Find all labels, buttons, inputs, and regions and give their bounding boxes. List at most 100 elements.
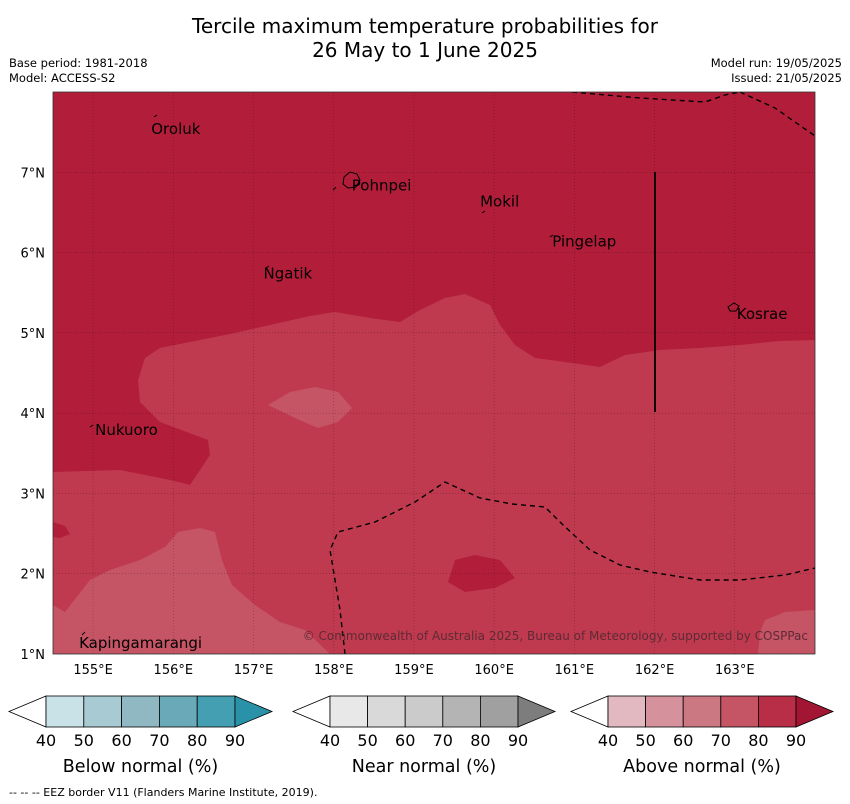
plot-frame bbox=[52, 91, 816, 655]
colorbar-segment bbox=[329, 695, 368, 728]
colorbar-segment bbox=[758, 695, 797, 728]
place-labels: Oroluk Pohnpei Mokil Pingelap Ngatik Kosrae Nu… bbox=[79, 120, 787, 652]
longitude-tick-label: 157°E bbox=[234, 663, 274, 678]
latitude-tick-label: 3°N bbox=[21, 487, 46, 502]
colorbar-segment bbox=[607, 695, 646, 728]
place-label-nukuoro: Nukuoro bbox=[95, 421, 158, 439]
legend-colorbars: 40 50 60 70 80 90 Below normal (%) 40 50 60 70 80 90… bbox=[7, 695, 835, 777]
place-label-pingelap: Pingelap bbox=[552, 233, 616, 251]
kosrae-island-outline bbox=[727, 302, 740, 312]
colorbar-segment bbox=[404, 695, 444, 728]
colorbar-tick-label: 90 bbox=[786, 731, 806, 750]
colorbar-title: Near normal (%) bbox=[352, 757, 497, 777]
colorbar-segment bbox=[479, 695, 519, 728]
colorbar-tick-label: 50 bbox=[74, 731, 94, 750]
colorbar-segment bbox=[121, 695, 160, 728]
above-normal-70-80-region bbox=[53, 294, 815, 654]
eez-borders bbox=[329, 92, 815, 654]
longitude-tick-label: 160°E bbox=[474, 663, 514, 678]
place-label-kosrae: Kosrae bbox=[737, 305, 788, 323]
colorbar-segment bbox=[83, 695, 123, 728]
latitude-tick-label: 5°N bbox=[21, 327, 46, 342]
colorbar-tick-label: 90 bbox=[508, 731, 528, 750]
map-title-line2: 26 May to 1 June 2025 bbox=[312, 38, 538, 62]
above-normal-80-90-patch-south bbox=[448, 555, 515, 592]
colorbar-upper-extend bbox=[234, 695, 274, 728]
colorbar-tick-label: 60 bbox=[111, 731, 131, 750]
colorbar-segment bbox=[45, 695, 85, 728]
longitude-tick-label: 155°E bbox=[73, 663, 113, 678]
place-label-oroluk: Oroluk bbox=[151, 120, 200, 138]
latitude-tick-labels: 1°N 2°N 3°N 4°N 5°N 6°N 7°N bbox=[21, 166, 46, 663]
eez-border-south bbox=[329, 481, 815, 654]
pohnpei-islet-mark bbox=[332, 186, 337, 191]
colorbar-tick-label: 60 bbox=[673, 731, 693, 750]
kapingamarangi-islet-mark bbox=[81, 631, 86, 636]
latitude-tick-label: 6°N bbox=[21, 247, 46, 262]
colorbar-tick-label: 70 bbox=[149, 731, 169, 750]
longitude-tick-labels: 155°E 156°E 157°E 158°E 159°E 160°E 161°E 162°E… bbox=[73, 663, 754, 678]
colorbar-upper-extend bbox=[517, 695, 557, 728]
colorbar-segment bbox=[720, 695, 759, 728]
above-normal-60-70-region-center bbox=[268, 387, 352, 428]
place-label-kapingamarangi: Kapingamarangi bbox=[79, 634, 202, 652]
longitude-tick-label: 156°E bbox=[154, 663, 194, 678]
colorbar-segment bbox=[196, 695, 236, 728]
colorbar-lower-extend bbox=[569, 695, 609, 728]
longitude-tick-label: 162°E bbox=[635, 663, 675, 678]
colorbar-segment bbox=[645, 695, 684, 728]
colorbar-segment bbox=[158, 695, 198, 728]
above-normal-60-70-region-west bbox=[53, 528, 330, 654]
colorbar-tick-label: 40 bbox=[36, 731, 56, 750]
longitude-tick-label: 159°E bbox=[394, 663, 434, 678]
colorbar-lower-extend bbox=[7, 695, 47, 728]
colorbar-title: Below normal (%) bbox=[63, 757, 218, 777]
probability-field bbox=[53, 92, 815, 654]
pingelap-islet-mark bbox=[549, 234, 554, 238]
eez-border-north bbox=[571, 92, 744, 103]
colorbar-tick-label: 90 bbox=[225, 731, 245, 750]
colorbar-tick-label: 80 bbox=[748, 731, 768, 750]
longitude-tick-label: 158°E bbox=[314, 663, 354, 678]
map-title-line1: Tercile maximum temperature probabilitie… bbox=[192, 14, 658, 38]
latitude-tick-label: 7°N bbox=[21, 166, 46, 181]
colorbar-tick-label: 50 bbox=[635, 731, 655, 750]
colorbar-lower-extend bbox=[291, 695, 331, 728]
colorbar-segment bbox=[442, 695, 481, 728]
islands bbox=[81, 114, 740, 636]
eez-footnote: -- -- -- EEZ border V11 (Flanders Marine… bbox=[9, 786, 318, 799]
longitude-tick-label: 161°E bbox=[555, 663, 595, 678]
colorbar-segment bbox=[682, 695, 722, 728]
mokil-islet-mark bbox=[481, 210, 486, 214]
colorbar-tick-label: 80 bbox=[187, 731, 207, 750]
place-label-mokil: Mokil bbox=[480, 192, 519, 210]
above-normal-60-70-region-east bbox=[758, 610, 815, 654]
latitude-tick-label: 4°N bbox=[21, 407, 46, 422]
colorbar-tick-label: 60 bbox=[395, 731, 415, 750]
place-label-pohnpei: Pohnpei bbox=[352, 176, 412, 194]
colorbar-tick-label: 80 bbox=[470, 731, 490, 750]
colorbar-tick-label: 50 bbox=[357, 731, 377, 750]
base-period-label: Base period: 1981-2018 bbox=[9, 56, 148, 70]
model-run-label: Model run: 19/05/2025 bbox=[710, 56, 842, 70]
colorbar-title: Above normal (%) bbox=[623, 757, 781, 777]
colorbar-tick-label: 70 bbox=[433, 731, 453, 750]
place-label-ngatik: Ngatik bbox=[264, 265, 313, 283]
ngatik-islet-mark bbox=[265, 265, 270, 269]
latitude-tick-label: 2°N bbox=[21, 568, 46, 583]
nukuoro-islet-mark bbox=[89, 424, 94, 428]
colorbar-segment bbox=[367, 695, 406, 728]
colorbar-tick-label: 70 bbox=[711, 731, 731, 750]
pohnpei-island-outline bbox=[342, 171, 361, 189]
model-label: Model: ACCESS-S2 bbox=[9, 71, 116, 85]
latitude-tick-label: 1°N bbox=[21, 648, 46, 663]
longitude-tick-label: 163°E bbox=[715, 663, 755, 678]
eez-border-northeast bbox=[739, 92, 815, 137]
issued-label: Issued: 21/05/2025 bbox=[731, 71, 842, 85]
colorbar-upper-extend bbox=[795, 695, 835, 728]
copyright-notice: © Commonwealth of Australia 2025, Bureau… bbox=[303, 629, 808, 643]
above-normal-80-90-patch-west bbox=[53, 522, 70, 538]
colorbar-tick-label: 40 bbox=[598, 731, 618, 750]
oroluk-islet-mark bbox=[153, 114, 158, 118]
